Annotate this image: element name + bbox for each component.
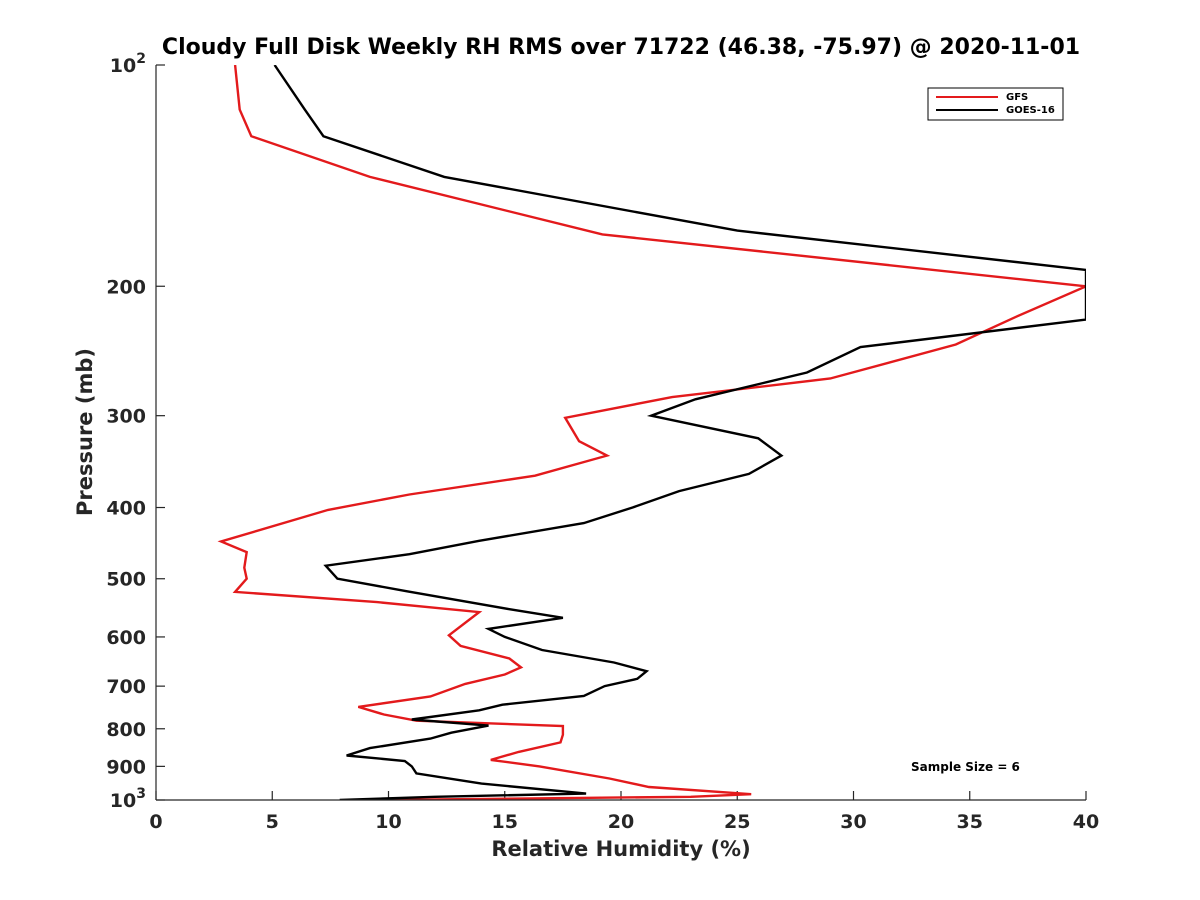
y-tick-label: 300 [106,406,146,428]
y-tick-label: 102 [110,51,146,77]
legend: GFS GOES-16 [927,87,1064,121]
series-line-goes-16 [273,65,1086,800]
x-axis-label: Relative Humidity (%) [491,837,750,861]
legend-label-gfs: GFS [1006,92,1028,103]
y-tick-label: 103 [110,786,146,812]
y-ticks: 102 200 300 400 500 600 700 800 900 103 [106,51,165,812]
y-tick-label: 500 [106,569,146,591]
x-tick-label: 40 [1073,811,1099,833]
x-tick-label: 0 [149,811,162,833]
x-tick-label: 35 [957,811,983,833]
legend-label-goes16: GOES-16 [1006,105,1055,116]
x-tick-label: 5 [266,811,279,833]
x-ticks: 0 5 10 15 20 25 30 35 40 [149,791,1099,833]
y-axis-label: Pressure (mb) [73,348,97,516]
x-tick-label: 30 [840,811,866,833]
y-tick-label: 400 [106,498,146,520]
y-tick-label: 800 [106,719,146,741]
x-tick-label: 25 [724,811,750,833]
plot-area [156,65,1086,800]
x-tick-label: 15 [492,811,518,833]
chart-title: Cloudy Full Disk Weekly RH RMS over 7172… [162,35,1080,60]
series-group [217,65,1086,800]
y-tick-label: 700 [106,676,146,698]
y-tick-label: 900 [106,756,146,778]
x-tick-label: 20 [608,811,634,833]
series-line-gfs [217,65,1086,800]
legend-box [927,87,1064,121]
sample-size-annotation: Sample Size = 6 [911,760,1020,774]
y-tick-label: 200 [106,276,146,298]
y-tick-label: 600 [106,627,146,649]
x-tick-label: 10 [375,811,401,833]
